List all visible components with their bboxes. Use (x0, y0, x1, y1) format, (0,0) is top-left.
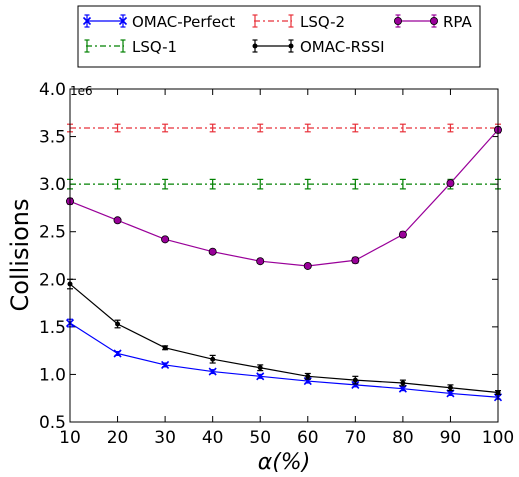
error-bar (114, 123, 121, 133)
data-point (256, 257, 265, 266)
data-point-stroke (208, 367, 217, 376)
data-point (208, 247, 217, 256)
y-tick-label: 1.5 (39, 318, 66, 338)
data-point (400, 380, 406, 386)
error-bar (257, 178, 264, 190)
data-point (447, 385, 453, 391)
data-point-stroke (351, 380, 360, 389)
legend-marker (288, 43, 294, 49)
error-bar (162, 178, 169, 190)
legend-error-bar (120, 39, 126, 53)
y-tick-label: 2.0 (39, 270, 66, 290)
x-tick-label: 80 (392, 428, 414, 448)
y-tick-label: 0.5 (39, 413, 66, 433)
legend-marker (252, 43, 258, 49)
series-omac-rssi (67, 278, 501, 396)
series-line (69, 129, 499, 267)
x-tick-label: 60 (297, 428, 319, 448)
legend-label: LSQ-1 (132, 38, 177, 56)
data-point-stroke (161, 360, 170, 369)
series-lsq-2 (67, 123, 501, 133)
legend-item: LSQ-1 (84, 38, 177, 56)
data-point (115, 321, 121, 327)
data-point (162, 345, 168, 351)
x-tick-label: 90 (440, 428, 462, 448)
data-point (210, 356, 216, 362)
data-point (161, 235, 170, 244)
data-point-stroke (113, 349, 122, 358)
y-tick-label: 3.5 (39, 128, 66, 148)
legend-error-bar (84, 39, 90, 53)
legend-label: RPA (443, 13, 473, 31)
legend-label: OMAC-Perfect (132, 13, 235, 31)
legend: OMAC-Perfect LSQ-1 LSQ-2 OMAC-RSSI RPA (77, 5, 481, 68)
error-bar (209, 178, 216, 190)
data-point (446, 179, 455, 188)
legend-item: RPA (393, 13, 473, 31)
legend-marker-stroke (82, 16, 92, 26)
error-bar (352, 178, 359, 190)
legend-box (77, 5, 481, 68)
data-point-stroke (256, 372, 265, 381)
error-bar (399, 178, 406, 190)
error-bar (399, 123, 406, 133)
error-bar (447, 123, 454, 133)
y-tick-label: 4.0 (39, 80, 66, 100)
x-tick-label: 10 (59, 428, 81, 448)
data-point (303, 261, 312, 270)
data-point (208, 367, 217, 376)
data-point (351, 256, 360, 265)
data-point (351, 380, 360, 389)
legend-marker (118, 16, 128, 26)
error-bar (304, 123, 311, 133)
data-point (256, 372, 265, 381)
legend-marker (82, 16, 92, 26)
data-point (305, 373, 311, 379)
error-bar (257, 123, 264, 133)
x-tick-label: 30 (154, 428, 176, 448)
error-bar (162, 123, 169, 133)
plot-area-frame (69, 88, 499, 423)
data-point (257, 365, 263, 371)
legend-error-bar (288, 14, 294, 28)
y-tick-label: 2.5 (39, 223, 66, 243)
legend-item: LSQ-2 (252, 13, 345, 31)
data-point (113, 216, 122, 225)
x-tick-label: 20 (107, 428, 129, 448)
x-axis-label: α(%) (258, 450, 311, 475)
series-rpa (66, 125, 502, 270)
legend-error-bar (252, 14, 258, 28)
y-scale-label: 1e6 (70, 84, 93, 98)
legend-item: OMAC-RSSI (252, 38, 385, 56)
y-tick-label: 1.0 (39, 365, 66, 385)
error-bar (304, 178, 311, 190)
legend-label: LSQ-2 (300, 13, 345, 31)
series-line (69, 283, 499, 394)
legend-label: OMAC-RSSI (300, 38, 385, 56)
x-tick-label: 70 (345, 428, 367, 448)
legend-item: OMAC-Perfect (82, 13, 235, 31)
legend-marker (429, 16, 438, 25)
error-bar (352, 123, 359, 133)
x-tick-label: 40 (202, 428, 224, 448)
x-tick-label: 100 (482, 428, 514, 448)
y-tick-label: 3.0 (39, 175, 66, 195)
y-axis-label: Collisions (6, 198, 34, 311)
series-line (69, 322, 499, 398)
data-point (352, 377, 358, 383)
legend-marker (393, 16, 402, 25)
data-point (398, 230, 407, 239)
data-point (113, 349, 122, 358)
error-bar (114, 178, 121, 190)
series-lsq-1 (67, 178, 501, 190)
error-bar (209, 123, 216, 133)
data-point (161, 360, 170, 369)
x-tick-label: 50 (249, 428, 271, 448)
legend-marker-stroke (118, 16, 128, 26)
